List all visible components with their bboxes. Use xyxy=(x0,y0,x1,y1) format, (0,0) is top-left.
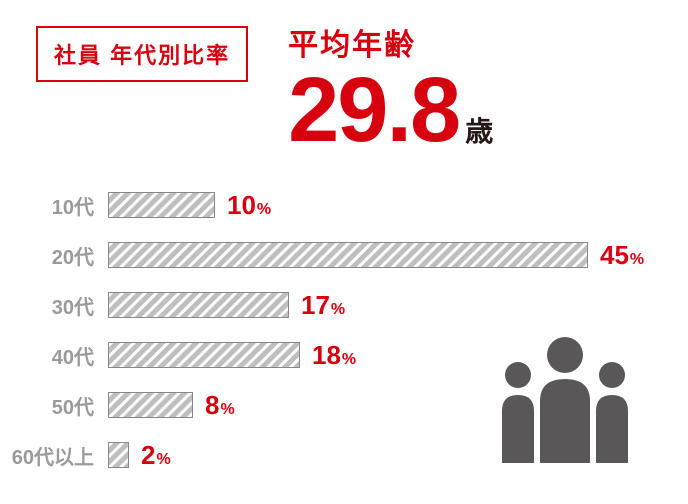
percent-sign: % xyxy=(331,301,345,319)
average-age-label: 平均年齢 xyxy=(288,20,416,64)
average-age-value-row: 29.8 歳 xyxy=(288,64,493,156)
chart-row-label: 40代 xyxy=(8,341,108,370)
chart-bar xyxy=(108,342,300,368)
infographic-root: 社員 年代別比率 平均年齢 29.8 歳 10代10%20代45%30代17%4… xyxy=(0,0,688,504)
chart-bar xyxy=(108,242,588,268)
chart-row-label: 20代 xyxy=(8,241,108,270)
chart-row: 30代 17% xyxy=(8,280,660,330)
people-icon xyxy=(490,325,640,470)
chart-row-value: 18% xyxy=(312,340,356,371)
chart-row-label: 10代 xyxy=(8,191,108,220)
chart-row-label: 30代 xyxy=(8,291,108,320)
percent-sign: % xyxy=(257,201,271,219)
percent-sign: % xyxy=(220,401,234,419)
chart-bar xyxy=(108,442,129,468)
chart-row-value-number: 8 xyxy=(205,390,219,421)
chart-bar xyxy=(108,392,193,418)
chart-row-label: 60代以上 xyxy=(8,441,108,470)
chart-row-bar-area: 45% xyxy=(108,240,660,271)
chart-row-value: 45% xyxy=(600,240,644,271)
average-age-unit: 歳 xyxy=(465,110,493,150)
chart-row-value-number: 18 xyxy=(312,340,341,371)
chart-bar xyxy=(108,192,215,218)
percent-sign: % xyxy=(630,251,644,269)
chart-row-bar-area: 17% xyxy=(108,290,660,321)
chart-row: 20代 45% xyxy=(8,230,660,280)
chart-row-label: 50代 xyxy=(8,391,108,420)
chart-bar xyxy=(108,292,289,318)
average-age-value: 29.8 xyxy=(288,64,459,156)
chart-row-value: 2% xyxy=(141,440,171,471)
chart-row-value: 8% xyxy=(205,390,235,421)
chart-row-value: 17% xyxy=(301,290,345,321)
average-age-block: 平均年齢 29.8 歳 xyxy=(288,20,493,156)
title-box: 社員 年代別比率 xyxy=(36,26,248,82)
chart-row-value-number: 17 xyxy=(301,290,330,321)
chart-row: 10代 10% xyxy=(8,180,660,230)
chart-row-value-number: 10 xyxy=(227,190,256,221)
percent-sign: % xyxy=(342,351,356,369)
chart-row-bar-area: 10% xyxy=(108,190,660,221)
percent-sign: % xyxy=(156,451,170,469)
chart-row-value-number: 2 xyxy=(141,440,155,471)
chart-row-value: 10% xyxy=(227,190,271,221)
header: 社員 年代別比率 平均年齢 29.8 歳 xyxy=(36,20,660,156)
chart-row-value-number: 45 xyxy=(600,240,629,271)
